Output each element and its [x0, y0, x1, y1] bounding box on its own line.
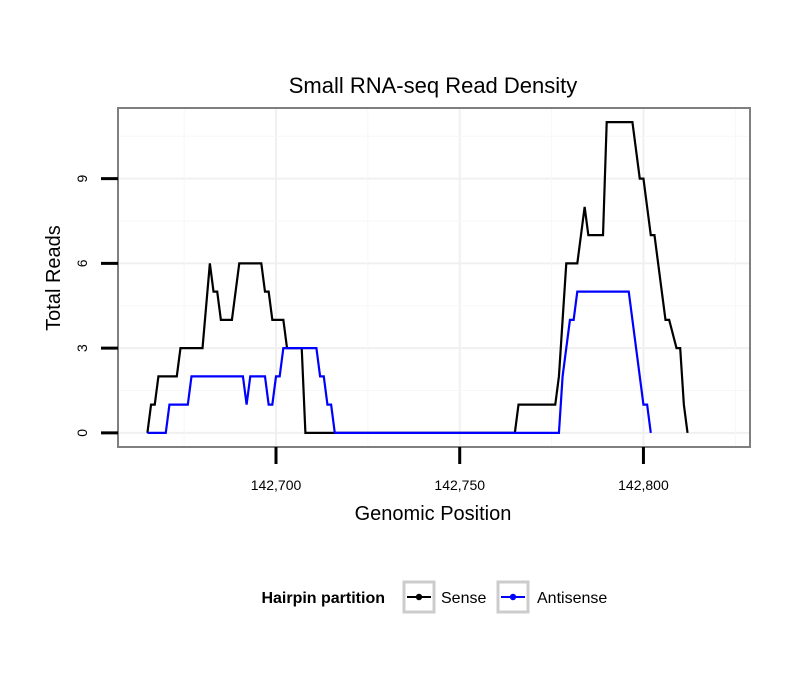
y-axis: 0 3 6 9	[74, 175, 118, 437]
legend: Hairpin partition Sense Antisense	[261, 580, 607, 614]
legend-key-antisense-dot	[509, 593, 517, 601]
x-axis-label: Genomic Position	[355, 503, 512, 525]
x-tick-label: 142,800	[618, 477, 669, 493]
legend-entry-antisense: Antisense	[537, 590, 607, 607]
series-line-antisense	[147, 290, 652, 434]
y-tick-label: 6	[74, 259, 90, 267]
legend-key-sense-dot	[415, 593, 423, 601]
x-tick-label: 142,750	[434, 477, 485, 493]
chart-title: Small RNA-seq Read Density	[289, 73, 578, 98]
legend-title: Hairpin partition	[261, 590, 385, 607]
series-layer	[146, 121, 689, 434]
plot-panel-border	[117, 107, 751, 448]
legend-key-antisense	[496, 580, 530, 614]
x-tick-label: 142,700	[251, 477, 302, 493]
y-tick-label: 0	[74, 429, 90, 437]
grid-minor	[118, 108, 750, 447]
x-axis: 142,700 142,750 142,800	[251, 447, 669, 493]
y-axis-label: Total Reads	[43, 225, 65, 331]
legend-entry-sense: Sense	[441, 590, 486, 607]
y-tick-label: 3	[74, 344, 90, 352]
y-tick-label: 9	[74, 175, 90, 183]
series-line-sense	[146, 121, 689, 434]
